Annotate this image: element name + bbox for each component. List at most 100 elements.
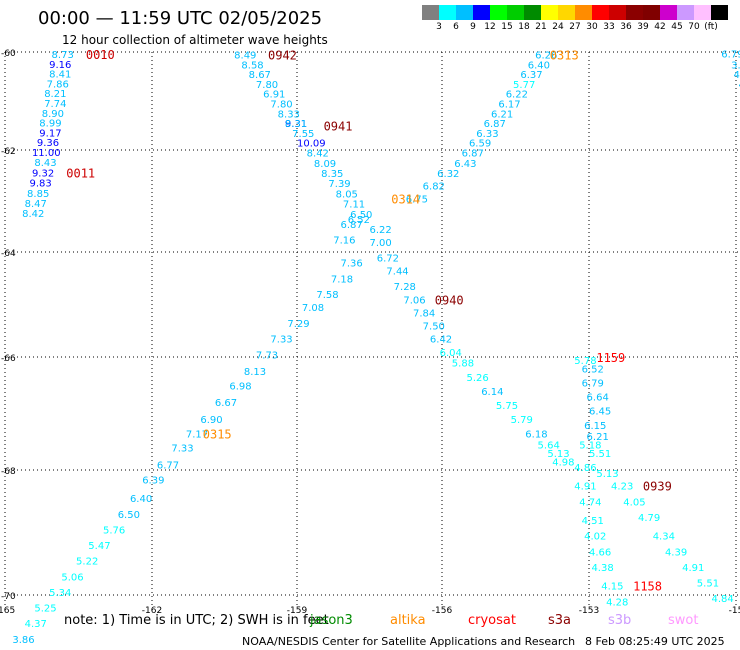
wave-height-value: 7.74 <box>44 99 66 110</box>
wave-height-value: 8.73 <box>52 50 74 61</box>
color-swatch <box>711 5 728 20</box>
wave-height-value: 6.17 <box>498 99 520 110</box>
wave-height-value: 4.51 <box>582 516 604 527</box>
wave-height-value: 4.98 <box>552 458 574 469</box>
wave-height-value: 6.22 <box>370 225 392 236</box>
wave-height-value: 7.28 <box>394 282 416 293</box>
wave-height-value: 6.79 <box>721 49 740 60</box>
wave-height-value: 9.36 <box>37 138 59 149</box>
x-tick-label: -162 <box>142 606 162 616</box>
pass-time-label: 0313 <box>550 48 579 62</box>
color-swatch <box>660 5 677 20</box>
wave-height-value: 5.64 <box>538 441 560 452</box>
wave-height-value: 6.15 <box>584 421 606 432</box>
color-swatch <box>507 5 524 20</box>
wave-height-value: 4 <box>738 80 740 91</box>
wave-height-value: 8.42 <box>22 209 44 220</box>
wave-height-value: 7.17 <box>186 429 208 440</box>
wave-height-value: 7.29 <box>287 319 309 330</box>
color-swatch <box>456 5 473 20</box>
wave-height-value: 4.05 <box>623 497 645 508</box>
wave-height-value: 4.34 <box>653 532 675 543</box>
wave-height-value: 6.79 <box>582 378 604 389</box>
wave-height-value: 5.78 <box>574 356 596 367</box>
wave-height-value: 4.39 <box>665 547 687 558</box>
wave-height-value: 3.80 <box>731 60 740 71</box>
wave-height-value: 6.72 <box>377 253 399 264</box>
color-swatch <box>422 5 439 20</box>
wave-height-value: 8.05 <box>336 189 358 200</box>
wave-height-value: 7.00 <box>370 238 392 249</box>
wave-height-value: 6.40 <box>528 60 550 71</box>
wave-height-value: 6.43 <box>454 159 476 170</box>
wave-height-value: 5.51 <box>589 449 611 460</box>
y-tick-label: -66 <box>1 354 16 364</box>
wave-height-value: 3.86 <box>12 635 34 646</box>
color-scale-label: 30 <box>586 22 598 32</box>
color-swatch <box>524 5 541 20</box>
wave-height-value: 5.47 <box>88 541 110 552</box>
wave-height-value: 5.06 <box>61 572 83 583</box>
wave-height-value: 8.33 <box>278 109 300 120</box>
wave-height-value: 4.74 <box>579 497 601 508</box>
wave-height-value: 6.77 <box>157 460 179 471</box>
wave-height-value: 8.13 <box>244 367 266 378</box>
pass-time-label: 0011 <box>66 166 95 180</box>
wave-height-value: 4.23 <box>611 482 633 493</box>
wave-height-value: 4.2 <box>734 70 740 81</box>
wave-height-value: 5.13 <box>596 469 618 480</box>
satellite-s3a: s3a <box>548 613 572 628</box>
wave-height-value: 6.33 <box>476 129 498 140</box>
wave-height-value: 5.13 <box>547 449 569 460</box>
color-scale-label: 6 <box>453 22 459 32</box>
wave-height-value: 8.31 <box>285 119 307 130</box>
pass-time-label: 0941 <box>324 120 353 134</box>
wave-height-value: 6.14 <box>481 387 503 398</box>
wave-height-value: 7.18 <box>331 274 353 285</box>
chart-subtitle: 12 hour collection of altimeter wave hei… <box>62 33 328 47</box>
wave-height-value: 9.31 <box>285 119 307 130</box>
satellite-jason3: jason3 <box>310 613 353 628</box>
satellite-cryosat: cryosat <box>468 613 516 628</box>
wave-height-value: 7.39 <box>328 179 350 190</box>
wave-height-value: 8.21 <box>44 89 66 100</box>
pass-time-label: 0010 <box>86 48 115 62</box>
x-tick-label: -153 <box>579 606 599 616</box>
wave-height-value: 6.42 <box>430 335 452 346</box>
color-swatch <box>609 5 626 20</box>
wave-height-value: 4.15 <box>601 582 623 593</box>
color-swatch <box>558 5 575 20</box>
wave-height-value: 6.82 <box>423 182 445 193</box>
wave-height-value: 4.86 <box>574 463 596 474</box>
wave-height-value: 8.58 <box>241 60 263 71</box>
pass-time-label: 0939 <box>643 480 672 494</box>
color-scale-label: 21 <box>535 22 547 32</box>
wave-height-value: 6.26 <box>535 50 557 61</box>
wave-height-value: 5.88 <box>452 359 474 370</box>
wave-height-value: 6.39 <box>142 475 164 486</box>
color-scale-label: 45 <box>671 22 683 32</box>
wave-height-value: 7.86 <box>47 79 69 90</box>
credit-line: NOAA/NESDIS Center for Satellite Applica… <box>242 635 576 648</box>
wave-height-value: 5.75 <box>496 401 518 412</box>
wave-height-value: 6.18 <box>525 429 547 440</box>
color-scale-label: 42 <box>654 22 666 32</box>
wave-height-value: 7.33 <box>171 443 193 454</box>
wave-height-value: 6.87 <box>462 149 484 160</box>
color-scale-label: 18 <box>518 22 530 32</box>
color-swatch <box>473 5 490 20</box>
satellite-s3b: s3b <box>608 613 632 628</box>
wave-height-value: 10.09 <box>297 139 326 150</box>
x-tick-label: -156 <box>432 606 453 616</box>
wave-height-value: 8.49 <box>234 50 256 61</box>
wave-height-value: 5.18 <box>579 441 601 452</box>
wave-height-value: 4.91 <box>682 563 704 574</box>
chart-title: 00:00 — 11:59 UTC 02/05/2025 <box>38 8 323 29</box>
wave-height-value: 6.40 <box>130 494 152 505</box>
wave-height-value: 6.98 <box>229 381 251 392</box>
wave-height-value: 6.50 <box>118 510 140 521</box>
wave-height-value: 6.37 <box>520 70 542 81</box>
wave-height-value: 8.43 <box>34 158 56 169</box>
wave-height-value: 8.47 <box>25 199 47 210</box>
satellite-swot: swot <box>668 613 699 628</box>
